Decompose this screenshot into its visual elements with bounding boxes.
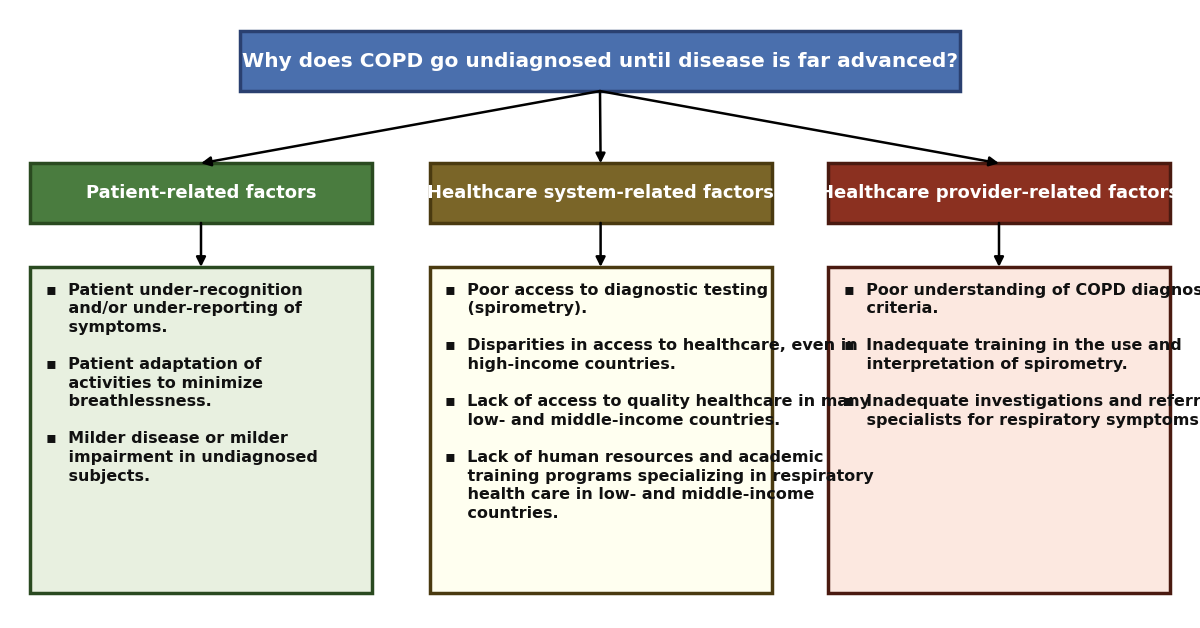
FancyBboxPatch shape	[240, 31, 960, 91]
FancyBboxPatch shape	[828, 267, 1170, 593]
FancyBboxPatch shape	[828, 163, 1170, 223]
FancyBboxPatch shape	[30, 267, 372, 593]
Text: Patient-related factors: Patient-related factors	[85, 184, 317, 202]
FancyBboxPatch shape	[30, 163, 372, 223]
FancyBboxPatch shape	[430, 267, 772, 593]
Text: Healthcare provider-related factors: Healthcare provider-related factors	[818, 184, 1178, 202]
Text: ▪  Poor understanding of COPD diagnostic
    criteria.

▪  Inadequate training i: ▪ Poor understanding of COPD diagnostic …	[844, 283, 1200, 428]
FancyBboxPatch shape	[430, 163, 772, 223]
Text: Why does COPD go undiagnosed until disease is far advanced?: Why does COPD go undiagnosed until disea…	[242, 51, 958, 71]
Text: ▪  Patient under-recognition
    and/or under-reporting of
    symptoms.

▪  Pat: ▪ Patient under-recognition and/or under…	[46, 283, 318, 484]
Text: ▪  Poor access to diagnostic testing
    (spirometry).

▪  Disparities in access: ▪ Poor access to diagnostic testing (spi…	[445, 283, 874, 521]
Text: Healthcare system-related factors: Healthcare system-related factors	[427, 184, 774, 202]
